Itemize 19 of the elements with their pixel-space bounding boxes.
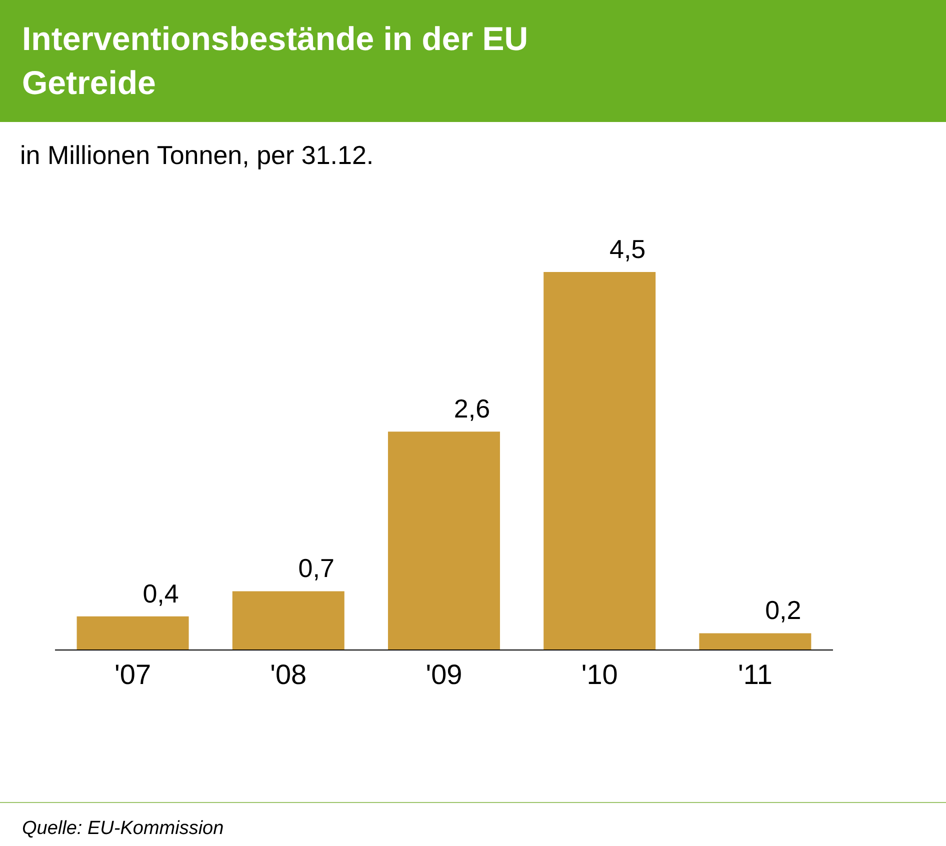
- x-tick-label: '10: [581, 658, 618, 690]
- source-note: Quelle: EU-Kommission: [22, 818, 224, 840]
- chart-title: Interventionsbestände in der EU: [22, 20, 528, 58]
- bar: [232, 591, 344, 650]
- y-axis-title: in Millionen Tonnen, per 31.12.: [20, 140, 374, 171]
- data-label: 4,5: [610, 234, 646, 264]
- bar: [388, 432, 500, 650]
- data-label: 0,4: [142, 578, 179, 608]
- bar: [76, 616, 189, 650]
- x-tick-label: '09: [426, 658, 462, 690]
- data-label: 0,2: [765, 595, 802, 626]
- x-tick-label: '07: [114, 658, 152, 690]
- bar: [544, 272, 656, 650]
- chart-subtitle: Getreide: [22, 64, 156, 102]
- x-tick-label: '11: [738, 658, 772, 690]
- bar: [699, 633, 812, 650]
- x-tick-label: '08: [270, 658, 307, 690]
- data-label: 2,6: [454, 394, 490, 424]
- data-label: 0,7: [298, 553, 334, 584]
